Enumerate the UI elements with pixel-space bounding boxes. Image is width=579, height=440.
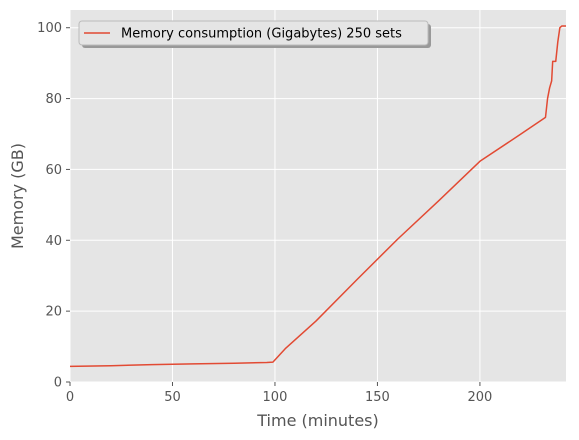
legend-box <box>78 20 429 46</box>
legend: Memory consumption (Gigabytes) 250 sets <box>78 20 431 48</box>
y-tick-label: 100 <box>37 21 62 36</box>
x-tick-label: 50 <box>164 390 181 405</box>
y-tick-label: 80 <box>45 92 62 107</box>
axis-ticks: 0 50 100 150 200 0 20 40 60 80 100 <box>37 21 492 405</box>
x-axis-label: Time (minutes) <box>256 411 379 430</box>
y-tick-label: 60 <box>45 163 62 178</box>
y-tick-label: 40 <box>45 234 62 249</box>
y-tick-label: 20 <box>45 305 62 320</box>
plot-background <box>70 10 566 382</box>
x-tick-label: 200 <box>468 390 493 405</box>
x-tick-label: 100 <box>263 390 288 405</box>
y-axis-label: Memory (GB) <box>8 143 27 249</box>
legend-label: Memory consumption (Gigabytes) 250 sets <box>121 27 402 42</box>
series-line <box>69 25 566 368</box>
y-tick-label: 0 <box>54 376 62 391</box>
series-group <box>69 25 566 368</box>
x-tick-label: 150 <box>365 390 390 405</box>
x-tick-label: 0 <box>66 390 74 405</box>
